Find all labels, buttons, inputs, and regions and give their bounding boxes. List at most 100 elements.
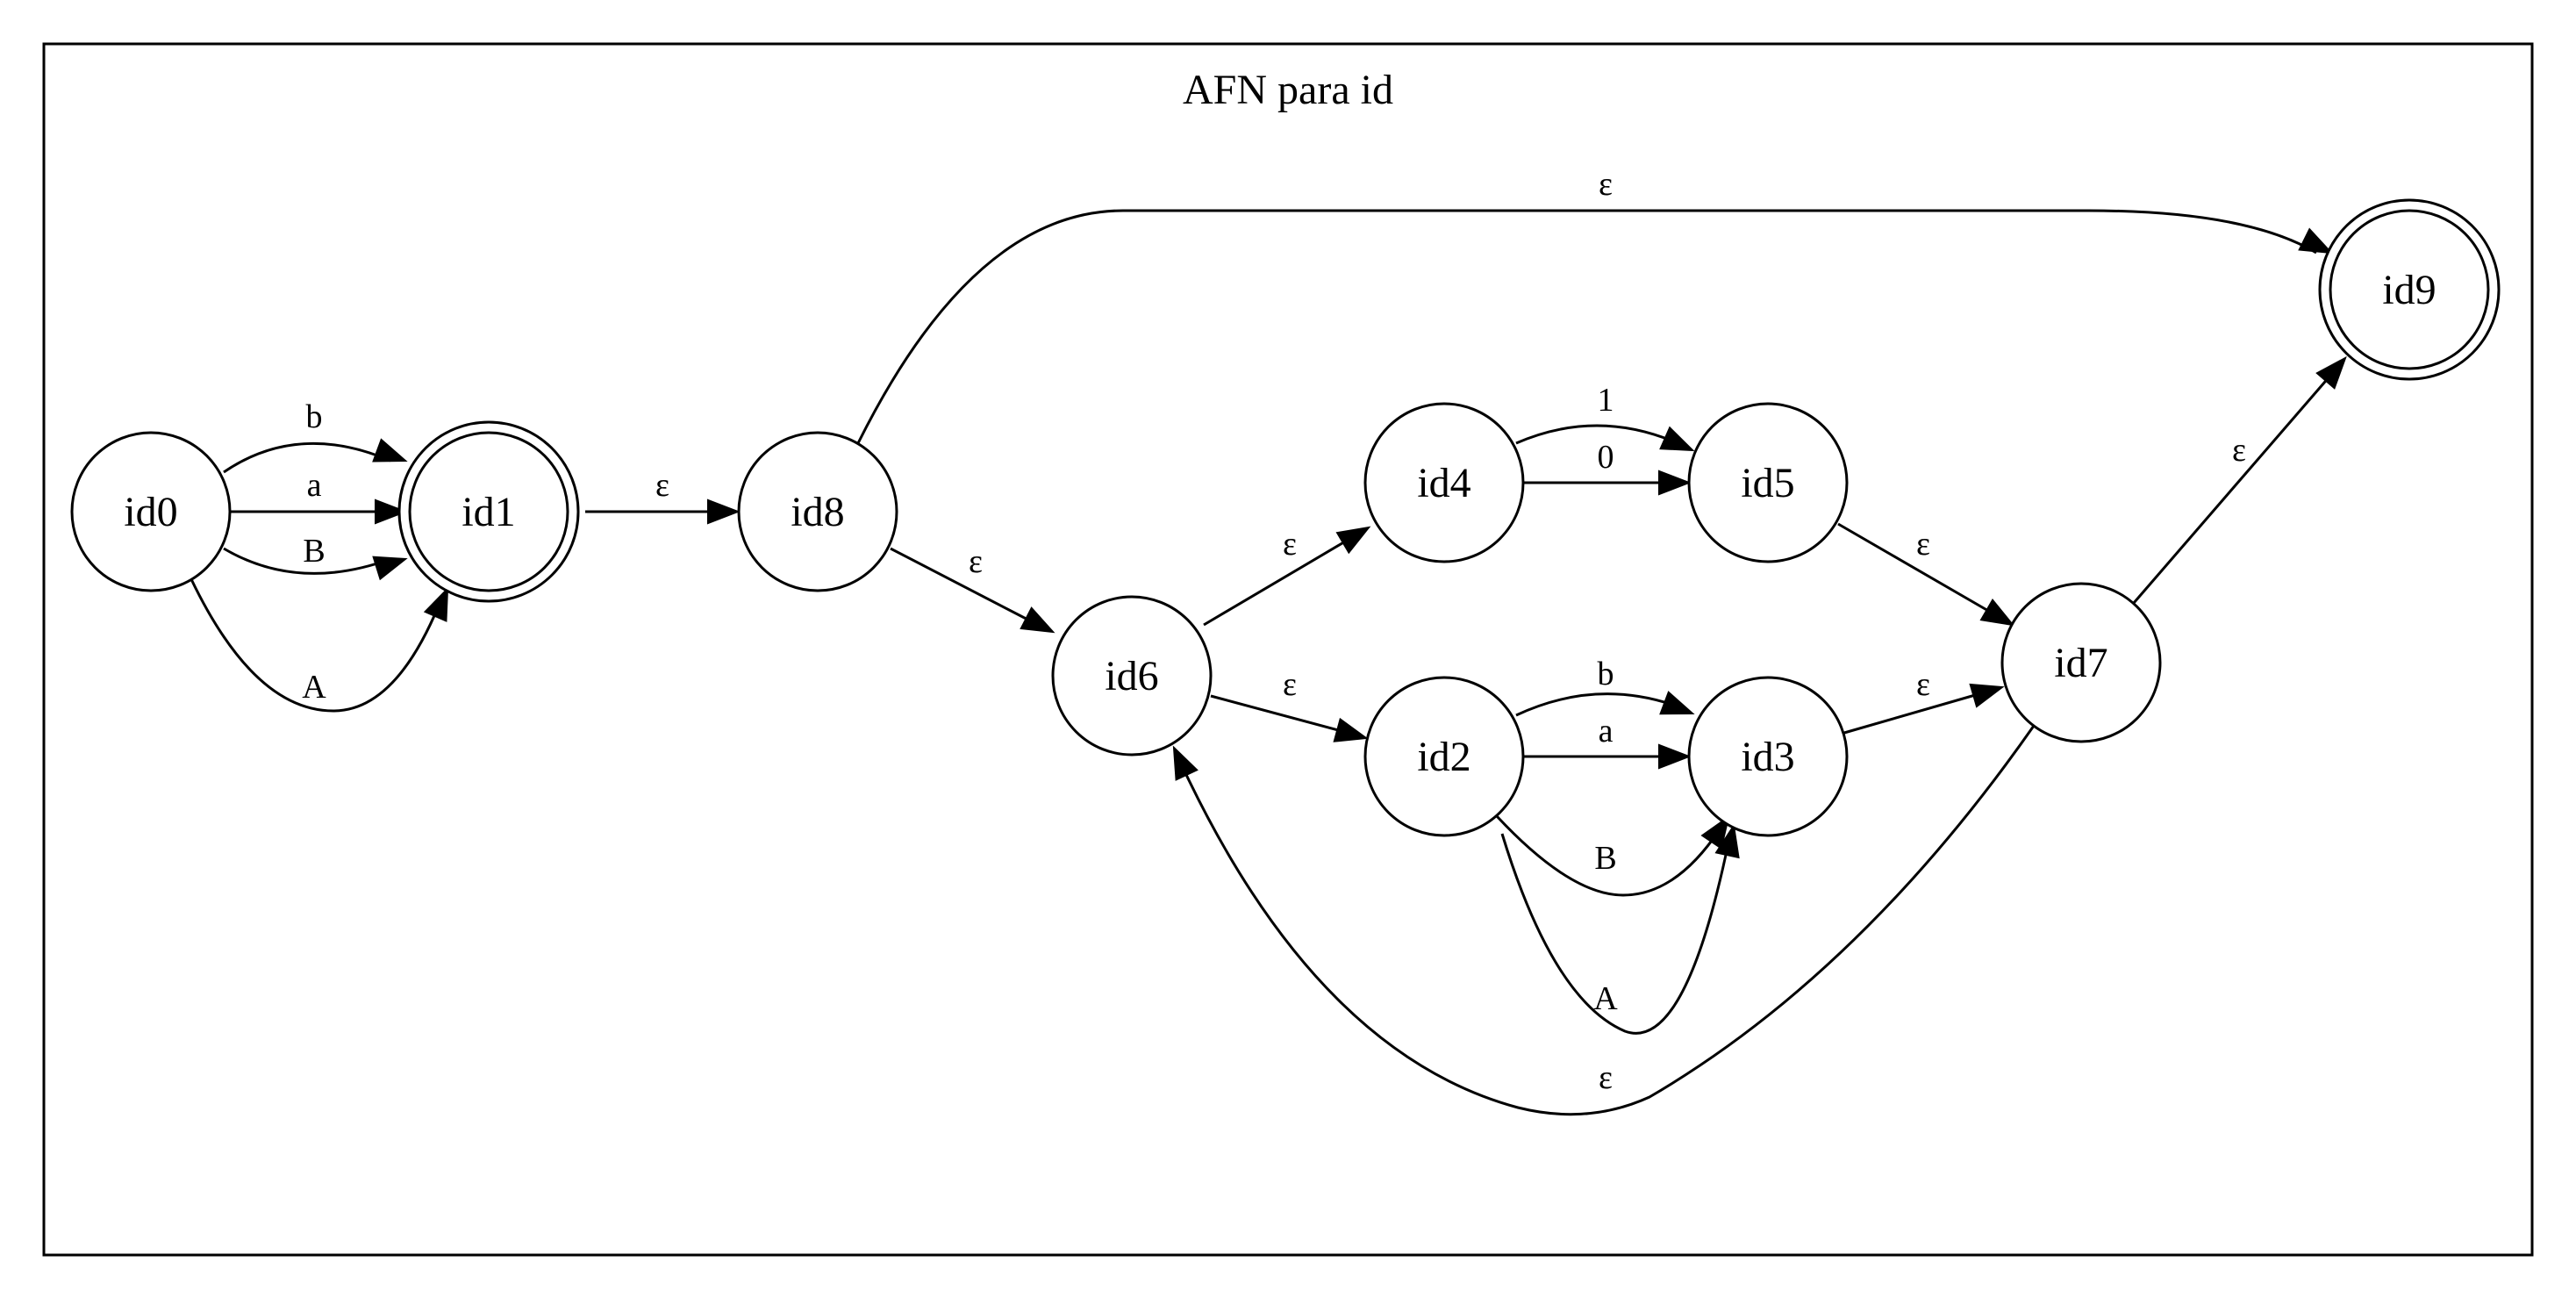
edge-label: b [306,398,323,435]
edge-label: ε [1599,1059,1613,1096]
state-circle [2000,582,2162,743]
state-label: id7 [2054,640,2107,686]
edge-label: A [1593,980,1618,1017]
arrowhead [1714,823,1740,859]
state-circle [1363,402,1525,563]
arrowhead [1659,426,1695,452]
graph-frame [42,42,2534,1257]
state-label: id8 [791,489,844,535]
edge-id0-id1: a [230,467,408,525]
edge-id2-id3: a [1523,713,1692,770]
edge-label: ε [1283,526,1297,563]
edge-id7-id9: ε [2132,355,2347,604]
edge-id1-id8: ε [585,467,741,525]
state-id4: id4 [1363,402,1525,563]
arrowhead [375,498,408,525]
arrowhead [1979,598,2015,627]
arrowhead [2315,355,2347,390]
state-id1: id1 [397,420,580,603]
state-id7: id7 [2000,582,2162,743]
state-id0: id0 [70,431,232,592]
state-label: id4 [1417,460,1470,506]
edge-label: ε [1916,526,1930,563]
edge-line [1843,690,1988,735]
edge-id2-id3: b [1515,656,1695,717]
edge-line [1837,522,2001,620]
edge-id4-id5: 0 [1523,439,1692,496]
edge-id2-id3: A [1500,823,1740,1035]
edge-label: ε [1916,666,1930,703]
state-circle [2329,209,2490,370]
edge-line [1495,814,1721,897]
edge-line [2132,369,2337,604]
arrowhead [1658,470,1692,496]
edge-line [890,547,1041,627]
state-label: id9 [2382,267,2436,313]
state-label: id6 [1105,653,1158,699]
state-id8: id8 [737,431,898,592]
arrowhead [1969,683,2005,708]
arrowhead [1659,691,1695,715]
edge-line [1500,833,1730,1035]
edge-line [1515,424,1678,445]
state-label: id0 [124,489,177,535]
edge-line [1179,725,2036,1116]
arrowhead [1700,814,1730,850]
nodes-layer: id0 id1 id8 id6 id4 id5 id2 id3 id7 id9 [70,198,2501,837]
edge-id8-id9: ε [856,166,2334,444]
edge-id6-id2: ε [1210,666,1369,742]
state-circle [1363,676,1525,837]
edge-id4-id5: 1 [1515,382,1695,452]
edge-id3-id7: ε [1843,666,2005,735]
edge-line [223,547,391,575]
edge-label: ε [1599,166,1613,203]
edge-label: ε [969,543,983,580]
arrowhead [372,556,408,581]
edge-label: 1 [1598,382,1614,419]
state-circle [408,431,569,592]
arrowhead [1020,606,1055,634]
edge-line [1515,692,1678,717]
state-label: id1 [462,489,515,535]
state-label: id3 [1741,734,1794,780]
edge-id0-id1: b [223,398,408,474]
state-circle [1687,676,1849,837]
state-id6: id6 [1051,595,1213,757]
edge-line [223,441,391,474]
state-label: id2 [1417,734,1470,780]
arrowhead [1335,526,1371,555]
state-circle [737,431,898,592]
edge-id0-id1: B [223,533,408,581]
edge-id8-id6: ε [890,543,1055,634]
edge-id2-id3: B [1495,814,1730,897]
edge-label: A [302,669,326,706]
state-label: id5 [1741,460,1794,506]
state-circle [1687,402,1849,563]
edge-label: B [303,533,325,570]
state-circle [70,431,232,592]
state-id2: id2 [1363,676,1525,837]
edge-line [1210,694,1352,735]
arrowhead [2298,227,2334,255]
edge-label: 0 [1598,439,1614,476]
edge-label: a [307,467,322,504]
edge-line [1203,534,1356,627]
graph-title: AFN para id [1183,67,1393,113]
edge-label: B [1594,840,1616,877]
state-id3: id3 [1687,676,1849,837]
edge-label: a [1599,713,1614,749]
edge-line [190,578,440,713]
arrowhead [372,438,408,463]
arrowhead [1333,717,1369,742]
edge-label: ε [655,467,669,504]
edge-label: ε [1283,666,1297,703]
edge-line [856,209,2317,444]
edge-id5-id7: ε [1837,522,2015,627]
arrowhead [423,586,449,622]
arrowhead [1658,743,1692,770]
edge-id7-id6: ε [1172,725,2036,1116]
state-id9: id9 [2318,198,2501,381]
arrowhead [1172,745,1199,781]
